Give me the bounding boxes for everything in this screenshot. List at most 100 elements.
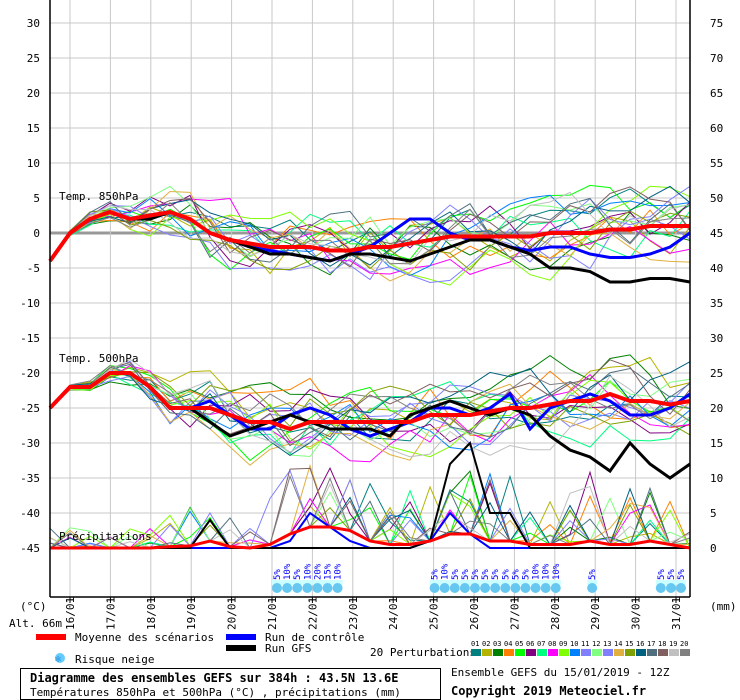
perturbation-swatch [482, 649, 492, 656]
left-tick-label: -25 [20, 402, 40, 415]
grid [50, 0, 690, 597]
legend-mean-label: Moyenne des scénarios [75, 631, 214, 644]
run-info: Ensemble GEFS du 15/01/2019 - 12Z [451, 666, 670, 679]
perturbation-swatch [658, 649, 668, 656]
x-tick-label: 19/01 [185, 597, 198, 630]
perturbation-line-20 [49, 365, 691, 435]
perturbation-swatch [504, 649, 514, 656]
gfs-t850-line [48, 210, 691, 284]
title-box [20, 668, 441, 700]
right-tick-label: 0 [710, 542, 717, 555]
snow-band [540, 580, 551, 585]
snow-risk-label: 10% [552, 563, 562, 580]
snow-risk-label: 5% [293, 569, 303, 580]
right-axis-unit: (mm) [710, 600, 737, 613]
right-tick-label: 40 [710, 262, 723, 275]
perturbation-swatch [515, 649, 525, 656]
snow-risk-label: 5% [451, 569, 461, 580]
left-tick-label: -15 [20, 332, 40, 345]
perturbation-swatch [471, 649, 481, 656]
perturbation-id: 19 [669, 640, 677, 648]
perturbation-id: 15 [625, 640, 633, 648]
x-tick-label: 25/01 [428, 597, 441, 630]
main-series-lines [48, 209, 691, 550]
snow-band [332, 580, 343, 585]
perturbation-swatch [647, 649, 657, 656]
snow-risk-markers: 5% 10% 5% 10% 20% 15% 10% 5% 10% 5% 5% 5% 5% 5% 5% 5% 5%… [272, 563, 687, 593]
perturbation-id: 18 [658, 640, 666, 648]
snow-risk-label: 5% [481, 569, 491, 580]
snow-band [302, 580, 313, 585]
left-tick-label: 20 [27, 87, 40, 100]
right-tick-label: 60 [710, 122, 723, 135]
perturbation-swatch [636, 649, 646, 656]
perturbation-line-14 [49, 368, 691, 466]
x-tick-label: 29/01 [589, 597, 602, 630]
mean-precip-line [50, 525, 691, 550]
perturbation-id: 14 [614, 640, 622, 648]
snow-risk-label: 5% [657, 569, 667, 580]
snowflake-icon [322, 583, 333, 593]
right-tick-label: 65 [710, 87, 723, 100]
x-tick-label: 18/01 [145, 597, 158, 630]
snowflake-icon [510, 583, 521, 593]
perturbation-line-06 [49, 194, 691, 268]
perturbation-swatch [537, 649, 547, 656]
perturbation-id: 05 [515, 640, 523, 648]
right-tick-label: 15 [710, 437, 723, 450]
legend-perturbations-label: 20 Perturbations [370, 646, 476, 659]
x-tick-label: 26/01 [468, 597, 481, 630]
x-tick-label: 27/01 [508, 597, 521, 630]
right-tick-label: 35 [710, 297, 723, 310]
snowflake-icon: ✻ [55, 653, 65, 665]
snow-risk-label: 5% [273, 569, 283, 580]
snowflake-icon [676, 583, 686, 593]
snowflake-icon [312, 583, 323, 593]
left-tick-label: 30 [27, 17, 40, 30]
snow-band [429, 580, 440, 585]
mean-t850-line [48, 209, 690, 263]
perturbation-swatch [592, 649, 602, 656]
perturbation-line-10 [49, 366, 691, 451]
snow-risk-label: 10% [441, 563, 451, 580]
snow-risk-label: 10% [283, 563, 293, 580]
snowflake-icon [665, 583, 676, 593]
snow-band [449, 580, 460, 585]
perturbation-line-16 [49, 185, 691, 267]
perturbation-swatch [493, 649, 503, 656]
chart-subtitle: Températures 850hPa et 500hPa (°C) , pré… [30, 686, 401, 699]
left-tick-label: 5 [33, 192, 40, 205]
right-tick-label: 55 [710, 157, 723, 170]
snowflake-icon [490, 583, 501, 593]
snow-risk-label: 5% [667, 569, 677, 580]
left-axis-ticks: 30 25 20 15 10 5 0 -5 -10 -15 -20 -25 -30 -35 -40 -45 [20, 17, 40, 555]
right-tick-label: 10 [710, 472, 723, 485]
perturbation-line-17 [49, 363, 691, 447]
perturbation-line-15 [49, 371, 691, 436]
snow-risk-label: 10% [334, 563, 344, 580]
snowflake-icon [550, 583, 561, 593]
snowflake-icon [429, 583, 440, 593]
x-tick-label: 20/01 [226, 597, 239, 630]
x-tick-label: 22/01 [306, 597, 319, 630]
snow-risk-label: 5% [431, 569, 441, 580]
x-axis-ticks: 16/01 17/01 18/01 19/01 20/01 21/01 22/01 23/01… [64, 597, 683, 630]
snow-risk-label: 5% [521, 569, 531, 580]
snow-risk-label: 10% [532, 563, 542, 580]
snow-risk-label: 20% [313, 563, 323, 580]
legend-control-swatch [226, 634, 256, 640]
right-tick-label: 25 [710, 367, 723, 380]
perturbation-id: 07 [537, 640, 545, 648]
snow-band [469, 580, 481, 585]
perturbation-id: 01 [471, 640, 479, 648]
perturbation-line-10 [49, 194, 691, 277]
svg-text:✻: ✻ [55, 654, 61, 665]
perturbation-line-14 [49, 190, 691, 282]
perturbation-swatch [526, 649, 536, 656]
snow-band [490, 580, 501, 585]
perturbation-swatch [614, 649, 624, 656]
perturbation-id: 16 [636, 640, 644, 648]
label-t850: Temp. 850hPa [59, 190, 138, 203]
